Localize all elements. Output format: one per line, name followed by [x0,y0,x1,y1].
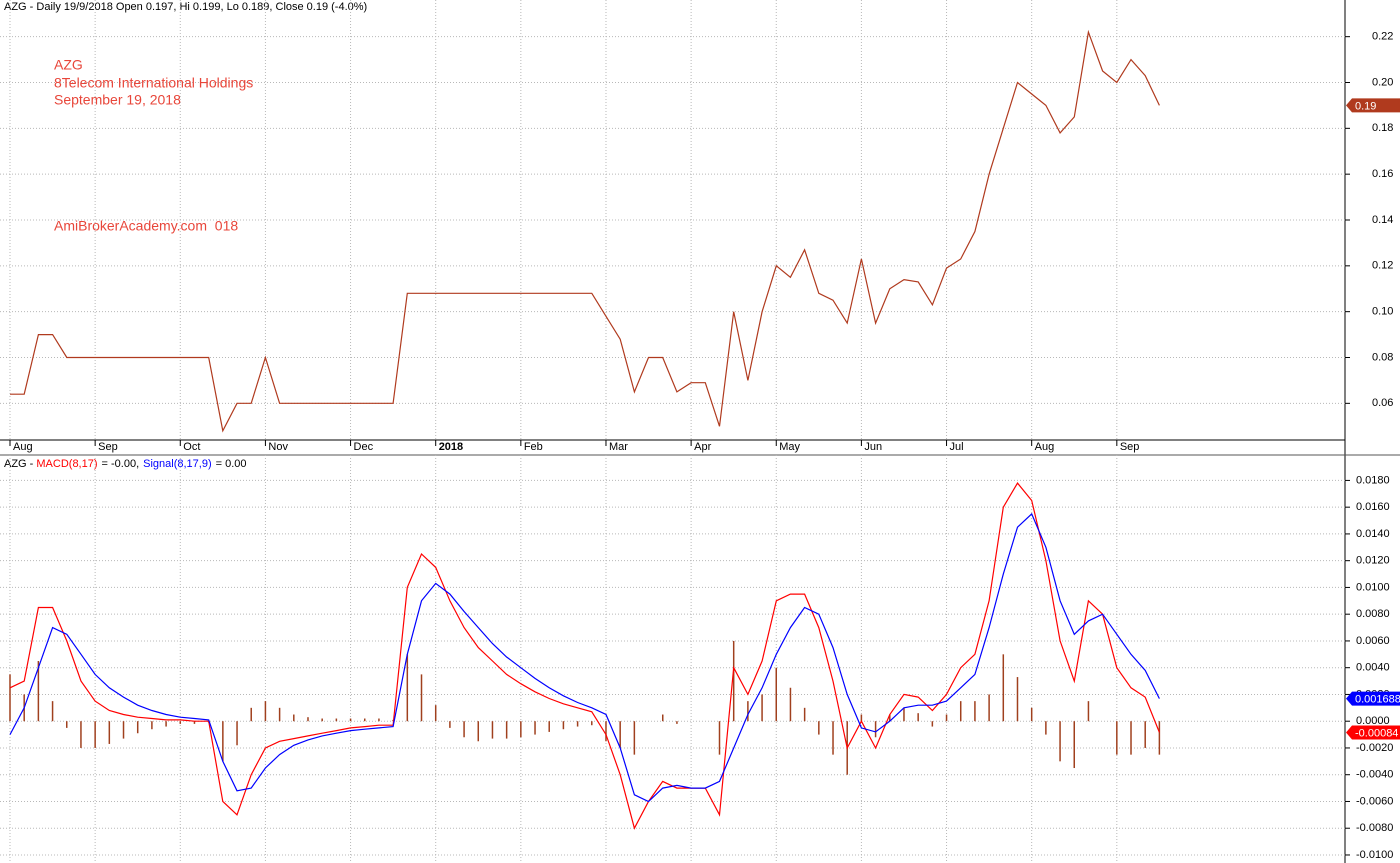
x-tick-label: Apr [694,441,711,453]
series-line [10,29,1160,433]
legend-entry: MACD(8,17) [36,458,97,470]
legend-entry: Signal(8,17,9) [143,458,212,470]
x-tick-label: Dec [354,441,374,453]
y-tick-label: 0.0040 [1356,662,1390,674]
x-tick-label: Jun [864,441,882,453]
y-tick-label: 0.0160 [1356,501,1390,513]
y-tick-label: 0.0120 [1356,555,1390,567]
y-tick-label: -0.0060 [1356,795,1393,807]
annotation: AZG [54,57,83,73]
y-tick-label: 0.08 [1372,351,1393,363]
value-marker [1346,691,1400,706]
y-tick-label: -0.0020 [1356,742,1393,754]
x-tick-label: Feb [524,441,543,453]
y-tick-label: 0.18 [1372,122,1393,134]
y-tick-label: 0.22 [1372,31,1393,43]
value-marker-label: 0.001688 [1355,694,1400,706]
y-tick-label: 0.0000 [1356,715,1390,727]
x-tick-label: Sep [1120,441,1140,453]
x-tick-label: Aug [1035,441,1055,453]
y-tick-label: 0.0080 [1356,608,1390,620]
value-marker-label: 0.19 [1355,100,1376,112]
y-tick-label: -0.0040 [1356,769,1393,781]
series-line [9,482,1160,830]
macd-title: AZG - [4,458,36,470]
x-tick-label: Sep [98,441,118,453]
y-tick-label: 0.10 [1372,306,1393,318]
readout: = -0.00, [102,458,140,470]
y-tick-label: 0.0100 [1356,581,1390,593]
annotation: AmiBrokerAcademy.com 018 [54,218,238,234]
x-tick-label: Jul [950,441,964,453]
x-tick-label: Oct [183,441,200,453]
x-tick-label: 2018 [439,441,463,453]
x-tick-label: May [779,441,800,453]
value-marker [1346,98,1400,113]
series-line [9,512,1160,803]
y-tick-label: 0.0140 [1356,528,1390,540]
y-tick-label: 0.0180 [1356,474,1390,486]
x-tick-label: Aug [13,441,33,453]
y-tick-label: -0.0080 [1356,822,1393,834]
value-marker-label: -0.00084 [1355,727,1398,739]
y-tick-label: 0.12 [1372,260,1393,272]
annotation: September 19, 2018 [54,92,181,108]
y-tick-label: 0.0060 [1356,635,1390,647]
y-tick-label: 0.14 [1372,214,1393,226]
macd-header: AZG - MACD(8,17) = -0.00, Signal(8,17,9) = … [4,458,247,470]
readout: = 0.00 [216,458,247,470]
y-tick-label: -0.0100 [1356,849,1393,861]
x-tick-label: Nov [268,441,288,453]
value-marker [1346,725,1400,740]
x-tick-label: Mar [609,441,628,453]
annotation: 8Telecom International Holdings [54,75,253,91]
price-header: AZG - Daily 19/9/2018 Open 0.197, Hi 0.1… [4,1,367,13]
y-tick-label: 0.16 [1372,168,1393,180]
y-tick-label: 0.06 [1372,397,1393,409]
y-tick-label: 0.20 [1372,76,1393,88]
